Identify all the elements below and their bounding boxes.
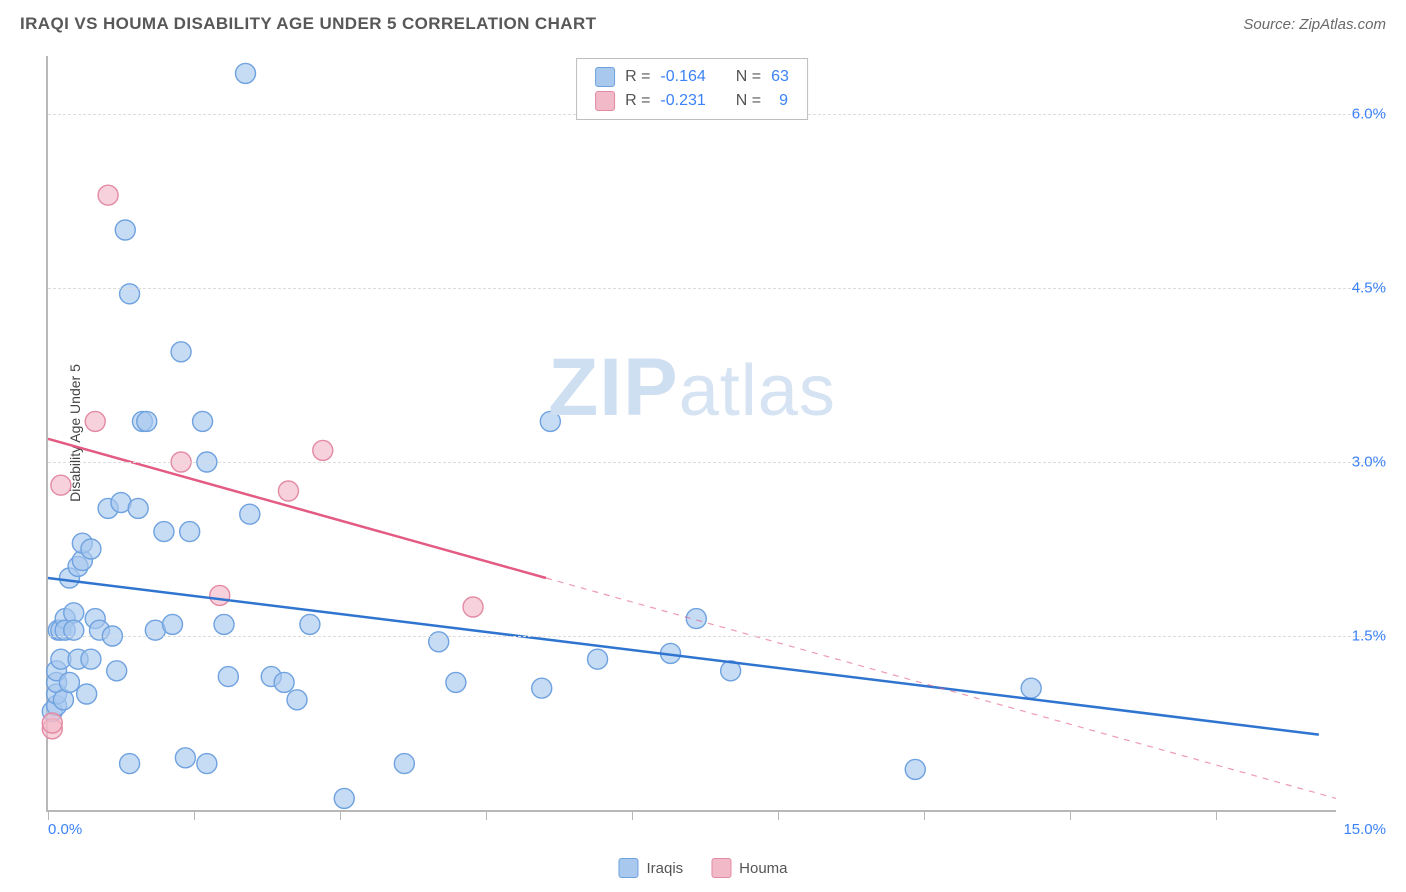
x-tick	[1070, 810, 1071, 820]
x-tick	[924, 810, 925, 820]
x-tick	[194, 810, 195, 820]
y-tick-label: 6.0%	[1338, 106, 1386, 123]
gridline	[48, 636, 1386, 637]
swatch-iraqis-icon	[618, 858, 638, 878]
correlation-legend: R = -0.164 N = 63 R = -0.231 N = 9	[576, 58, 808, 120]
x-tick	[632, 810, 633, 820]
data-point	[394, 754, 414, 774]
x-tick	[486, 810, 487, 820]
data-point	[128, 498, 148, 518]
plot-area: Disability Age Under 5 ZIPatlas R = -0.1…	[46, 56, 1336, 812]
data-point	[85, 411, 105, 431]
data-point	[98, 185, 118, 205]
chart-header: IRAQI VS HOUMA DISABILITY AGE UNDER 5 CO…	[0, 0, 1406, 42]
data-point	[59, 672, 79, 692]
data-point	[588, 649, 608, 669]
data-point	[429, 632, 449, 652]
data-point	[214, 614, 234, 634]
data-point	[235, 63, 255, 83]
data-point	[532, 678, 552, 698]
data-point	[115, 220, 135, 240]
source-credit: Source: ZipAtlas.com	[1243, 16, 1386, 33]
trend-line	[48, 578, 1319, 735]
data-point	[42, 713, 62, 733]
data-point	[175, 748, 195, 768]
chart-title: IRAQI VS HOUMA DISABILITY AGE UNDER 5 CO…	[20, 14, 596, 34]
gridline	[48, 288, 1386, 289]
data-point	[171, 342, 191, 362]
data-point	[197, 754, 217, 774]
series-legend: Iraqis Houma	[618, 858, 787, 878]
swatch-iraqis	[595, 67, 615, 87]
data-point	[51, 475, 71, 495]
data-point	[163, 614, 183, 634]
data-point	[278, 481, 298, 501]
data-point	[107, 661, 127, 681]
plot-container: Disability Age Under 5 ZIPatlas R = -0.1…	[46, 56, 1386, 840]
data-point	[81, 649, 101, 669]
swatch-houma-icon	[711, 858, 731, 878]
data-point	[300, 614, 320, 634]
data-point	[240, 504, 260, 524]
data-point	[120, 754, 140, 774]
data-point	[287, 690, 307, 710]
data-point	[180, 522, 200, 542]
data-point	[540, 411, 560, 431]
data-point	[463, 597, 483, 617]
data-point	[154, 522, 174, 542]
gridline	[48, 462, 1386, 463]
legend-item-houma: Houma	[711, 858, 787, 878]
data-point	[218, 667, 238, 687]
x-tick	[48, 810, 49, 820]
legend-row-iraqis: R = -0.164 N = 63	[595, 65, 789, 89]
data-point	[210, 585, 230, 605]
y-tick-label: 4.5%	[1338, 280, 1386, 297]
data-point	[446, 672, 466, 692]
legend-item-iraqis: Iraqis	[618, 858, 683, 878]
x-tick-label-min: 0.0%	[48, 821, 82, 838]
x-tick	[778, 810, 779, 820]
data-point	[193, 411, 213, 431]
data-point	[905, 759, 925, 779]
y-tick-label: 3.0%	[1338, 454, 1386, 471]
trend-line-extrapolated	[546, 578, 1336, 798]
data-point	[334, 788, 354, 808]
data-point	[137, 411, 157, 431]
data-point	[313, 440, 333, 460]
swatch-houma	[595, 91, 615, 111]
data-point	[64, 620, 84, 640]
x-tick-label-max: 15.0%	[1343, 821, 1386, 838]
data-point	[120, 284, 140, 304]
y-tick-label: 1.5%	[1338, 628, 1386, 645]
x-tick	[340, 810, 341, 820]
legend-row-houma: R = -0.231 N = 9	[595, 89, 789, 113]
data-point	[274, 672, 294, 692]
scatter-svg	[48, 56, 1336, 810]
data-point	[81, 539, 101, 559]
data-point	[77, 684, 97, 704]
x-tick	[1216, 810, 1217, 820]
data-point	[1021, 678, 1041, 698]
data-point	[686, 609, 706, 629]
